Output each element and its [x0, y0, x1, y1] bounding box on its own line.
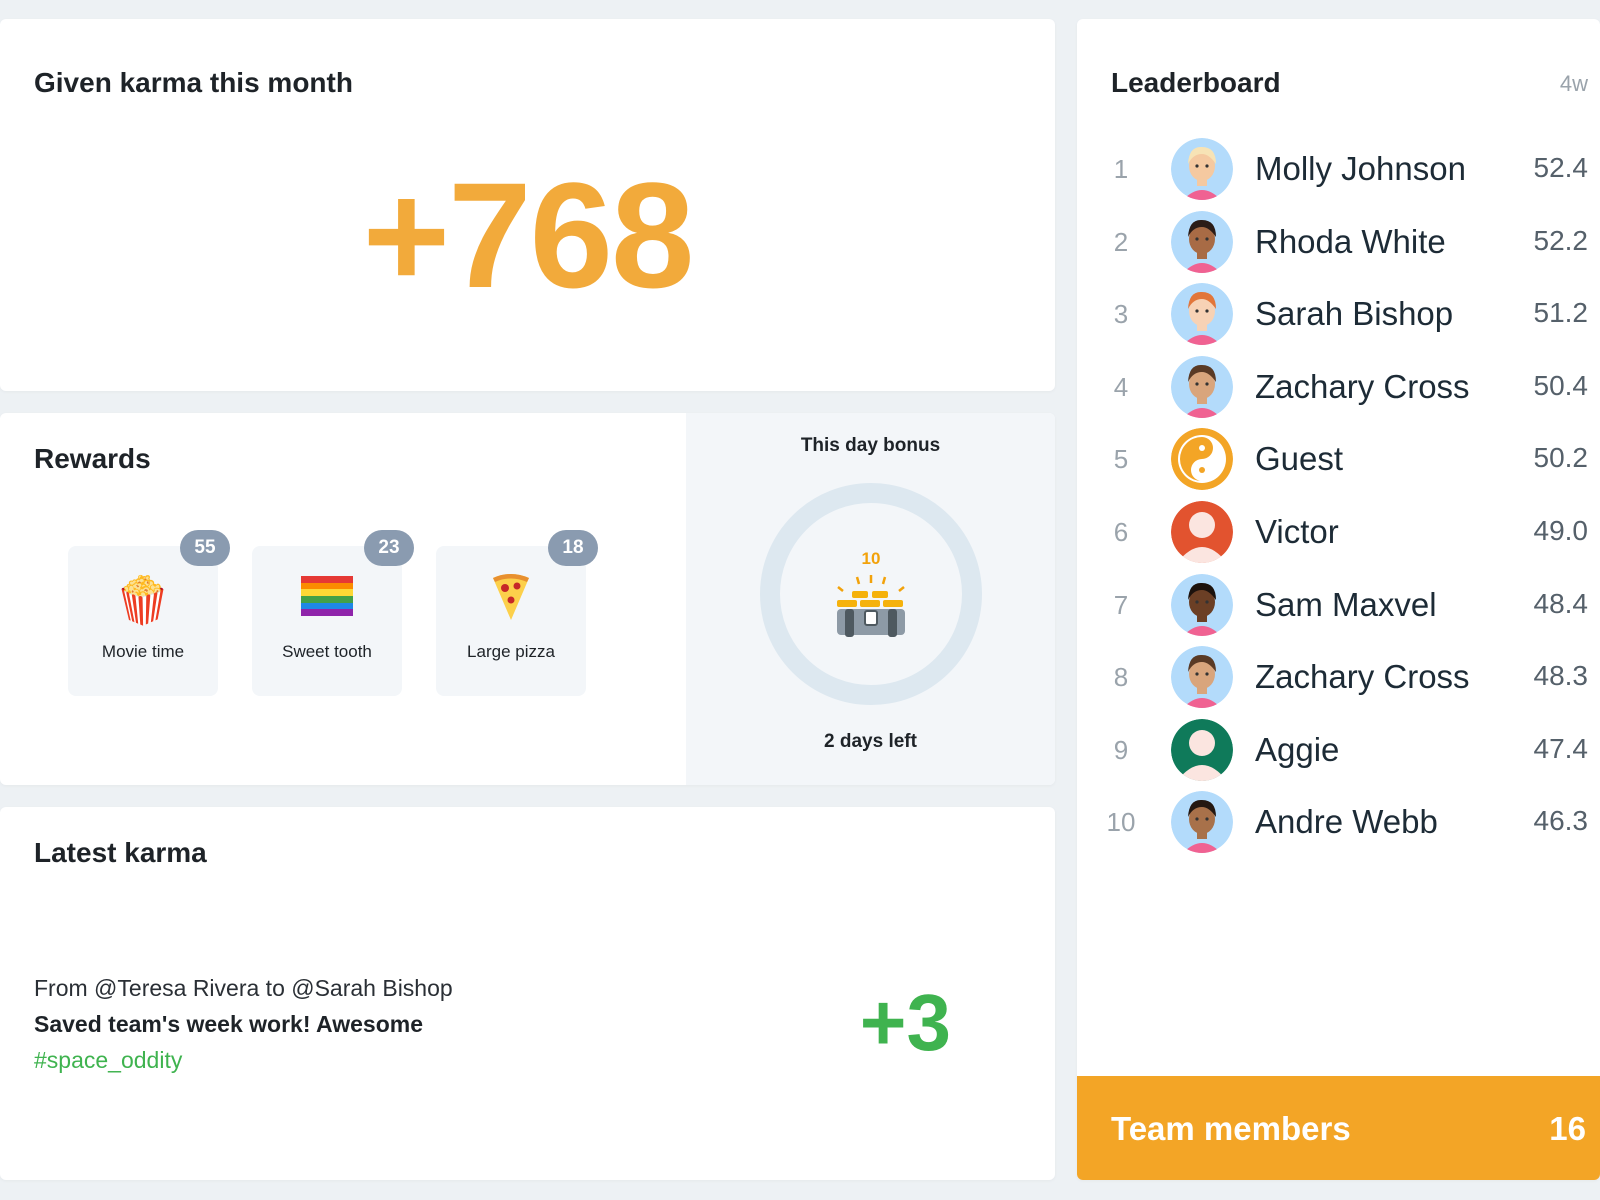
team-members-button[interactable]: Team members 16 — [1077, 1076, 1600, 1180]
leaderboard-row[interactable]: 10 Andre Webb 46.3 — [1077, 789, 1600, 855]
avatar — [1171, 573, 1233, 636]
member-name: Guest — [1255, 440, 1344, 478]
member-score: 50.2 — [1533, 442, 1589, 474]
karma-from-to: From @Teresa Rivera to @Sarah Bishop — [34, 975, 453, 1001]
rank: 8 — [1113, 662, 1129, 693]
reward-count-badge: 23 — [364, 530, 414, 566]
rank: 1 — [1113, 154, 1129, 184]
rank: 7 — [1113, 589, 1129, 620]
member-score: 52.2 — [1533, 224, 1589, 256]
leaderboard-row[interactable]: 1 Molly Johnson 52.4 — [1077, 136, 1600, 202]
member-score: 48.4 — [1533, 587, 1589, 619]
latest-karma-card: Latest karma From @Teresa Rivera to @Sar… — [0, 807, 1055, 1180]
leaderboard-row[interactable]: 3 Sarah Bishop 51.2 — [1077, 281, 1600, 347]
bonus-amount: 10 — [861, 549, 881, 568]
reward-label: Movie time — [101, 642, 185, 661]
member-name: Sarah Bishop — [1255, 295, 1454, 333]
card-title: Given karma this month — [34, 67, 353, 98]
karma-points: +3 — [859, 978, 951, 1067]
member-name: Zachary Cross — [1255, 658, 1470, 696]
leaderboard-row[interactable]: 4 Zachary Cross 50.4 — [1077, 354, 1600, 420]
rank: 4 — [1113, 371, 1129, 402]
reward-label: Sweet tooth — [282, 642, 372, 661]
reward-count-badge: 55 — [180, 530, 230, 566]
avatar — [1171, 355, 1233, 418]
team-members-count: 16 — [1549, 1110, 1586, 1147]
bonus-progress-ring: 10 — [760, 483, 982, 705]
rewards-card: Rewards 55 🍿 Movie time 23 Sweet tooth 1… — [0, 413, 1055, 785]
reward-label: Large pizza — [467, 642, 555, 661]
member-score: 51.2 — [1533, 297, 1589, 329]
leaderboard-row[interactable]: 9 Aggie 47.4 — [1077, 717, 1600, 783]
member-score: 52.4 — [1533, 152, 1589, 183]
member-name: Rhoda White — [1255, 222, 1446, 260]
avatar — [1171, 428, 1233, 491]
rank: 5 — [1113, 444, 1129, 475]
reward-sweet-tooth[interactable]: 23 Sweet tooth — [252, 530, 414, 696]
reward-movie-time[interactable]: 55 🍿 Movie time — [68, 530, 230, 696]
bonus-time-left: 2 days left — [824, 731, 917, 752]
leaderboard-row[interactable]: 6 Victor 49.0 — [1077, 499, 1600, 565]
card-title: Leaderboard — [1111, 67, 1281, 98]
rank: 9 — [1113, 734, 1129, 765]
popcorn-icon: 🍿 — [114, 573, 172, 627]
karma-total: +768 — [362, 151, 695, 319]
avatar — [1171, 646, 1233, 709]
leaderboard-row[interactable]: 5 Guest 50.2 — [1077, 426, 1600, 492]
avatar — [1171, 718, 1233, 781]
member-score: 46.3 — [1533, 805, 1589, 837]
day-bonus-panel: This day bonus 10 2 days left — [686, 413, 1055, 785]
avatar — [1171, 791, 1233, 854]
leaderboard-card: Leaderboard 4w 1 Molly Johnson 52.4 2 Rho… — [1077, 19, 1600, 1180]
avatar — [1171, 138, 1233, 200]
card-title: Rewards — [34, 443, 151, 474]
leaderboard-row[interactable]: 2 Rhoda White 52.2 — [1077, 209, 1600, 275]
rank: 6 — [1113, 517, 1129, 547]
member-name: Zachary Cross — [1255, 367, 1470, 405]
rainbow-flag-icon — [252, 572, 402, 628]
reward-large-pizza[interactable]: 18 Large pizza — [436, 530, 598, 696]
member-name: Aggie — [1255, 730, 1340, 768]
karma-message: Saved team's week work! Awesome — [34, 1011, 423, 1037]
karma-hashtag-link[interactable]: #space_oddity — [34, 1047, 183, 1073]
member-score: 47.4 — [1533, 732, 1589, 764]
member-name: Sam Maxvel — [1255, 585, 1437, 623]
reward-count-badge: 18 — [548, 530, 598, 566]
bonus-title: This day bonus — [800, 435, 941, 456]
treasure-chest-icon — [837, 575, 905, 637]
member-name: Andre Webb — [1255, 803, 1438, 841]
card-title: Latest karma — [34, 837, 207, 868]
given-karma-card: Given karma this month +768 — [0, 19, 1055, 391]
team-members-label: Team members — [1111, 1110, 1351, 1147]
rank: 10 — [1106, 807, 1136, 838]
member-name: Molly Johnson — [1255, 150, 1466, 187]
avatar — [1171, 283, 1233, 346]
pizza-icon — [436, 572, 586, 628]
rank: 3 — [1113, 299, 1129, 330]
member-score: 49.0 — [1533, 515, 1589, 546]
period-selector[interactable]: 4w — [1559, 71, 1588, 96]
rank: 2 — [1113, 226, 1129, 257]
avatar — [1171, 501, 1233, 563]
avatar — [1171, 210, 1233, 273]
member-score: 48.3 — [1533, 660, 1589, 692]
member-name: Victor — [1255, 513, 1339, 550]
leaderboard-row[interactable]: 8 Zachary Cross 48.3 — [1077, 644, 1600, 710]
leaderboard-row[interactable]: 7 Sam Maxvel 48.4 — [1077, 572, 1600, 638]
member-score: 50.4 — [1533, 369, 1589, 401]
